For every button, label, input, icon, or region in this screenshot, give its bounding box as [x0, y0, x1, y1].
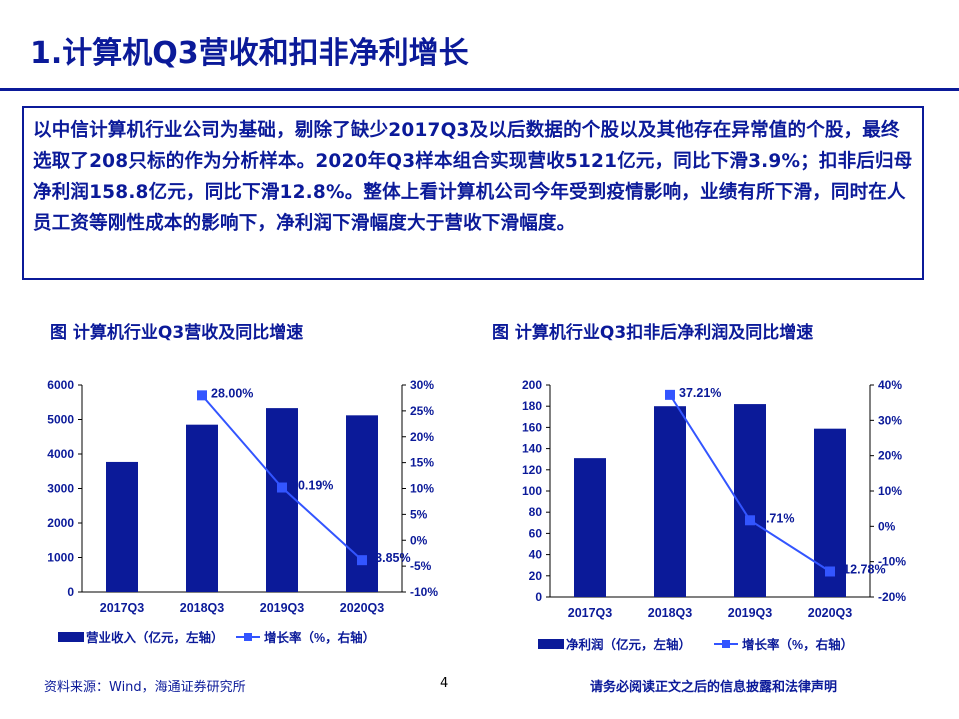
data-label: 10.19% [291, 479, 333, 493]
bar [346, 415, 378, 592]
left-tick-label: 4000 [47, 447, 74, 461]
x-tick-label: 2017Q3 [568, 606, 613, 620]
right-tick-label: -20% [878, 590, 906, 604]
right-tick-label: -10% [410, 585, 438, 599]
data-label: 37.21% [679, 386, 721, 400]
right-tick-label: 10% [410, 482, 434, 496]
right-tick-label: 20% [410, 430, 434, 444]
legend-bar-swatch [538, 639, 564, 649]
left-tick-label: 60 [529, 526, 543, 540]
legend-line-marker [244, 633, 252, 641]
right-tick-label: 40% [878, 378, 902, 392]
growth-point [665, 389, 675, 400]
growth-point [745, 515, 755, 526]
bar [186, 424, 218, 592]
left-tick-label: 140 [522, 442, 542, 456]
left-tick-label: 20 [529, 569, 543, 583]
figure-title-net-profit: 图 计算机行业Q3扣非后净利润及同比增速 [492, 323, 814, 343]
right-tick-label: 0% [410, 533, 428, 547]
left-tick-label: 120 [522, 463, 542, 477]
figure-title-revenue: 图 计算机行业Q3营收及同比增速 [50, 323, 304, 343]
x-tick-label: 2019Q3 [728, 606, 773, 620]
right-tick-label: 10% [878, 484, 902, 498]
legend-bar-swatch [58, 632, 84, 642]
page-title: 1.计算机Q3营收和扣非净利增长 [30, 36, 469, 71]
x-tick-label: 2020Q3 [808, 606, 853, 620]
left-tick-label: 5000 [47, 413, 74, 427]
left-tick-label: 40 [529, 548, 543, 562]
bar [106, 461, 138, 592]
summary-box: 以中信计算机行业公司为基础，剔除了缺少2017Q3及以后数据的个股以及其他存在异… [22, 106, 924, 280]
growth-point [825, 566, 835, 577]
right-tick-label: 5% [410, 507, 428, 521]
right-tick-label: 25% [410, 404, 434, 418]
x-tick-label: 2019Q3 [260, 601, 305, 615]
legend-bar-label: 净利润（亿元，左轴） [566, 637, 691, 652]
growth-point [357, 555, 367, 566]
left-tick-label: 100 [522, 484, 542, 498]
growth-point [197, 390, 207, 401]
right-tick-label: 30% [878, 413, 902, 427]
growth-point [277, 482, 287, 493]
left-tick-label: 180 [522, 399, 542, 413]
data-label: -12.78% [839, 562, 886, 576]
left-tick-label: 0 [535, 590, 542, 604]
x-tick-label: 2018Q3 [648, 606, 693, 620]
right-tick-label: 20% [878, 449, 902, 463]
net-profit-chart: 0 20 40 60 80 100 120 140 160 180 200 -20% -10% 0% 10%… [478, 370, 948, 664]
right-tick-label: -10% [878, 555, 906, 569]
left-tick-label: 1000 [47, 551, 74, 565]
left-tick-label: 0 [67, 585, 74, 599]
title-divider [0, 88, 959, 91]
bar [734, 404, 766, 597]
disclaimer: 请务必阅读正文之后的信息披露和法律声明 [590, 680, 838, 695]
source-note: 资料来源：Wind，海通证券研究所 [44, 680, 246, 695]
data-label: -3.85% [371, 551, 411, 565]
data-label: 28.00% [211, 386, 253, 400]
revenue-chart-svg: 0 1000 2000 3000 4000 5000 6000 -10% -5% 0% 5% 10% 1… [47, 378, 438, 645]
x-tick-label: 2017Q3 [100, 601, 145, 615]
x-tick-label: 2018Q3 [180, 601, 225, 615]
left-tick-label: 2000 [47, 516, 74, 530]
page-number: 4 [440, 676, 449, 691]
right-tick-label: -5% [410, 559, 432, 573]
net-profit-chart-svg: 0 20 40 60 80 100 120 140 160 180 200 -20% -10% 0% 10%… [522, 378, 906, 652]
bar [574, 458, 606, 597]
bar [266, 408, 298, 592]
legend-line-label: 增长率（%，右轴） [264, 630, 375, 645]
left-tick-label: 6000 [47, 378, 74, 392]
legend-line-label: 增长率（%，右轴） [742, 637, 853, 652]
data-label: 1.71% [759, 511, 794, 525]
right-tick-label: 30% [410, 378, 434, 392]
left-tick-label: 200 [522, 378, 542, 392]
left-tick-label: 160 [522, 420, 542, 434]
left-tick-label: 3000 [47, 482, 74, 496]
legend-line-marker [722, 640, 730, 648]
right-tick-label: 15% [410, 456, 434, 470]
right-tick-label: 0% [878, 519, 896, 533]
x-tick-label: 2020Q3 [340, 601, 385, 615]
legend-bar-label: 营业收入（亿元，左轴） [86, 630, 224, 645]
bar [654, 406, 686, 597]
revenue-chart: 0 1000 2000 3000 4000 5000 6000 -10% -5% 0% 5% 10% 1… [22, 370, 452, 664]
left-tick-label: 80 [529, 505, 543, 519]
